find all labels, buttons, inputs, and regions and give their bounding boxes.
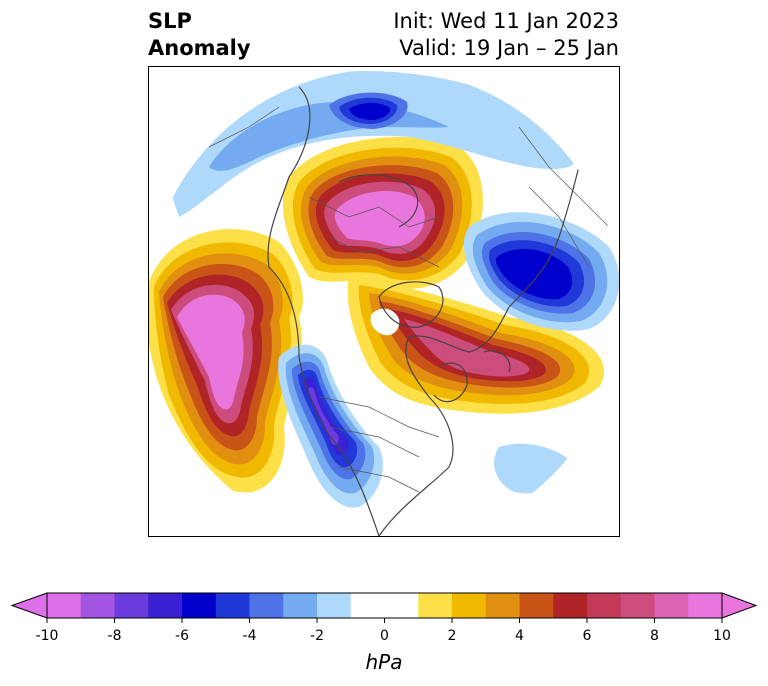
map-title-variable: SLP Anomaly — [148, 9, 251, 60]
colorbar-segment — [519, 593, 554, 618]
colorbar-tick-label: 8 — [650, 628, 659, 644]
colorbar-extend-max — [721, 592, 758, 619]
atlantic-weak-low — [494, 443, 574, 494]
colorbar-tick-label: -10 — [35, 628, 59, 644]
colorbar-segment — [384, 593, 419, 618]
colorbar-tick-label: -2 — [310, 628, 324, 644]
east-asia-low — [463, 212, 619, 331]
colorbar-tick-label: -8 — [107, 628, 122, 644]
colorbar-segment — [283, 593, 318, 618]
western-north-america-low — [278, 344, 383, 508]
init-date: Init: Wed 11 Jan 2023 — [393, 9, 619, 33]
colorbar-segment — [215, 593, 250, 618]
arctic-siberia-high — [282, 137, 483, 289]
colorbar-tick-label: 6 — [582, 628, 592, 644]
colorbar-segment — [114, 593, 149, 618]
colorbar-tick-label: 4 — [515, 628, 524, 644]
map-title-dates: Init: Wed 11 Jan 2023 Valid: 19 Jan – 25… — [393, 8, 619, 62]
colorbar-segment — [452, 593, 487, 618]
colorbar-segment — [654, 593, 689, 618]
colorbar-segment — [47, 593, 82, 618]
colorbar-tick-label: 10 — [713, 628, 731, 644]
colorbar-units: hPa — [365, 650, 403, 674]
colorbar-segment — [620, 593, 655, 618]
colorbar-segment — [587, 593, 622, 618]
colorbar-tick-label: 2 — [447, 628, 457, 644]
eastern-pacific-high — [149, 229, 303, 493]
colorbar-segment — [182, 593, 217, 618]
colorbar-segment — [249, 593, 284, 618]
colorbar-extend-min — [10, 592, 48, 619]
colorbar-tick-label: -6 — [175, 628, 189, 644]
coastlines — [267, 86, 590, 536]
slp-anomaly-map — [149, 71, 619, 536]
colorbar-segment — [418, 593, 453, 618]
colorbar-tick-label: -4 — [242, 628, 257, 644]
colorbar-segment — [80, 593, 115, 618]
colorbar-segment — [350, 593, 385, 618]
colorbar-segment — [553, 593, 588, 618]
colorbar-segment — [148, 593, 183, 618]
country-borders — [208, 106, 610, 493]
greenland-north-atlantic-high — [347, 277, 605, 414]
arctic-neutral-zone — [370, 308, 400, 336]
map-panel — [148, 66, 620, 537]
north-pacific-low — [169, 71, 577, 217]
colorbar-segment — [485, 593, 520, 618]
colorbar-segment — [317, 593, 352, 618]
colorbar — [10, 592, 758, 623]
valid-range: Valid: 19 Jan – 25 Jan — [399, 36, 619, 60]
colorbar-tick-label: 0 — [380, 628, 389, 644]
colorbar-segment — [688, 593, 723, 618]
